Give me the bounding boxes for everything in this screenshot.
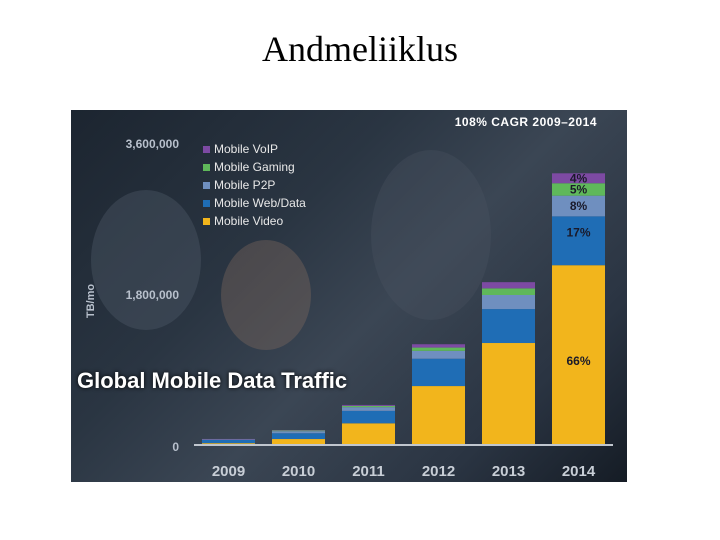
bar-segment xyxy=(202,438,255,440)
bar-segment xyxy=(552,195,605,217)
bar-segment xyxy=(272,431,325,434)
chart-subtitle: 108% CAGR 2009–2014 xyxy=(454,115,597,129)
bar-segment xyxy=(202,439,255,444)
bar-segment xyxy=(482,282,535,289)
y-tick-label: 0 xyxy=(172,440,179,454)
bar-segment xyxy=(342,407,395,411)
legend-swatch xyxy=(203,163,210,171)
y-tick-label: 1,800,000 xyxy=(125,288,179,302)
x-tick-label: 2013 xyxy=(492,463,525,480)
legend-swatch xyxy=(203,181,210,189)
bar-segment xyxy=(342,405,395,408)
x-tick-label: 2010 xyxy=(282,463,315,480)
bar-segment xyxy=(272,430,325,432)
y-tick-label: 3,600,000 xyxy=(125,137,179,151)
bar-segment xyxy=(412,350,465,359)
data-label: 17% xyxy=(566,225,590,239)
legend-label: Mobile Video xyxy=(214,214,284,228)
legend-item: Mobile VoIP xyxy=(203,140,306,158)
legend-label: Mobile P2P xyxy=(214,178,276,192)
bar-segment xyxy=(482,288,535,295)
bar-segment xyxy=(272,430,325,431)
data-label: 4% xyxy=(570,171,588,185)
legend-swatch xyxy=(203,217,210,225)
legend-item: Mobile Gaming xyxy=(203,158,306,176)
bar-segment xyxy=(342,404,395,406)
legend-swatch xyxy=(203,145,210,153)
bar-segment xyxy=(202,443,255,444)
bar-segment xyxy=(552,265,605,444)
data-label: 5% xyxy=(570,182,588,196)
x-tick-label: 2014 xyxy=(562,463,596,480)
legend-item: Mobile Web/Data xyxy=(203,194,306,212)
bar-segment xyxy=(552,183,605,196)
x-tick-label: 2012 xyxy=(422,463,455,480)
bar-segment xyxy=(482,309,535,344)
chart-plot: 2009 2010 2011 2012 2013 2014 66% 17% 8% 5%4% xyxy=(194,171,613,480)
legend-item: Mobile Video xyxy=(203,212,306,230)
legend-swatch xyxy=(203,199,210,207)
bar-segment xyxy=(482,343,535,444)
bar-segment xyxy=(412,347,465,351)
bar-segment xyxy=(552,173,605,184)
bar-segment xyxy=(412,344,465,348)
bar-segment xyxy=(272,439,325,444)
legend-label: Mobile Web/Data xyxy=(214,196,306,210)
background-photo xyxy=(91,190,201,330)
chart-figure: 108% CAGR 2009–2014 3,600,000 1,800,000 … xyxy=(71,110,627,482)
legend-label: Mobile VoIP xyxy=(214,142,279,156)
bar-segment xyxy=(412,358,465,387)
bar-segment xyxy=(552,216,605,266)
legend-label: Mobile Gaming xyxy=(214,160,295,174)
chart-legend: Mobile VoIP Mobile Gaming Mobile P2P Mobile… xyxy=(203,140,306,230)
data-label: 8% xyxy=(570,199,588,213)
x-tick-label: 2009 xyxy=(212,463,245,480)
bar-segment xyxy=(342,410,395,424)
legend-item: Mobile P2P xyxy=(203,176,306,194)
slide-title: Andmeliiklus xyxy=(262,29,458,69)
bar-segment xyxy=(412,386,465,444)
chart-title: Global Mobile Data Traffic xyxy=(77,368,348,393)
x-tick-label: 2011 xyxy=(352,463,385,480)
bar-segment xyxy=(342,423,395,444)
bar-segment xyxy=(482,295,535,310)
data-label: 66% xyxy=(566,354,590,368)
bar-segment xyxy=(272,433,325,440)
